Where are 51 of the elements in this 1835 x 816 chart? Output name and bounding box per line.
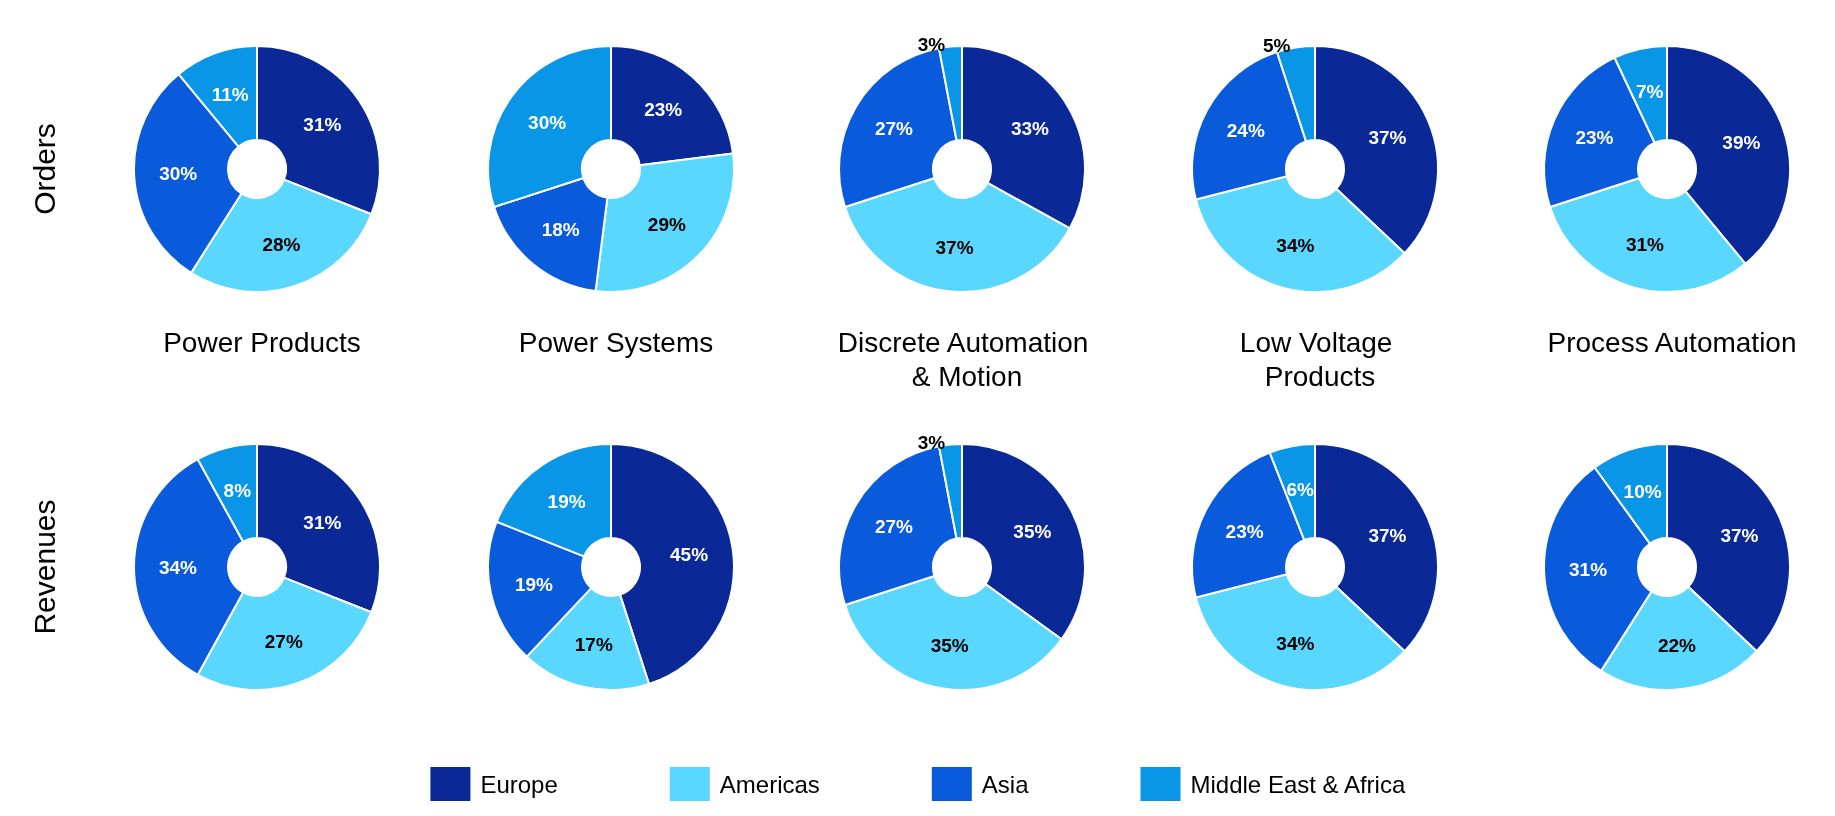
data-label: 31%: [303, 512, 342, 534]
data-label: 28%: [262, 233, 301, 255]
text: Power Systems: [518, 326, 714, 358]
data-label: 10%: [1623, 481, 1662, 503]
data-label: 31%: [303, 114, 342, 136]
data-label: 30%: [159, 163, 198, 185]
data-label: 30%: [528, 112, 567, 134]
data-label: 7%: [1636, 81, 1664, 103]
data-label: 3%: [917, 432, 946, 454]
data-label: 23%: [1575, 127, 1614, 149]
data-label: 35%: [930, 634, 969, 656]
data-label: 19%: [547, 491, 586, 513]
text: Revenues: [27, 499, 61, 635]
text: Discrete Automation & Motion: [837, 326, 1097, 392]
data-label: 27%: [264, 630, 303, 652]
data-label: 11%: [211, 84, 249, 106]
data-label: 37%: [1368, 525, 1407, 547]
text: Power Products: [163, 326, 361, 358]
text: Process Automation: [1547, 326, 1797, 358]
data-label: 3%: [917, 34, 946, 56]
data-label: 17%: [574, 633, 613, 655]
data-label: 31%: [1569, 558, 1608, 580]
data-label: 27%: [874, 516, 914, 538]
text: Low Voltage Products: [1239, 326, 1401, 392]
data-label: 37%: [1720, 525, 1759, 547]
data-label: 39%: [1722, 131, 1761, 153]
legend-label: Asia: [981, 770, 1030, 798]
data-label: 27%: [874, 118, 914, 140]
data-label: 19%: [514, 573, 554, 595]
text: Orders: [27, 123, 61, 215]
legend-label: Middle East & Africa: [1190, 770, 1406, 798]
data-label: 45%: [670, 544, 709, 566]
data-label: 22%: [1657, 634, 1697, 656]
data-label: 23%: [644, 99, 683, 121]
data-label: 34%: [1276, 235, 1315, 257]
data-label: 37%: [1368, 127, 1407, 149]
data-label: 34%: [158, 556, 198, 578]
data-label: 29%: [647, 214, 686, 236]
data-label: 34%: [1276, 633, 1315, 655]
legend-label: Europe: [480, 770, 558, 798]
data-label: 31%: [1625, 234, 1665, 256]
data-label: 8%: [223, 479, 252, 501]
data-label: 33%: [1010, 118, 1050, 140]
data-label: 5%: [1262, 35, 1291, 57]
data-label: 24%: [1226, 120, 1265, 142]
data-label: 35%: [1013, 520, 1052, 542]
data-label: 18%: [541, 219, 580, 241]
data-label: 37%: [935, 237, 974, 259]
data-label: 6%: [1286, 478, 1315, 500]
legend-label: Americas: [719, 770, 820, 798]
data-label: 23%: [1225, 520, 1264, 542]
